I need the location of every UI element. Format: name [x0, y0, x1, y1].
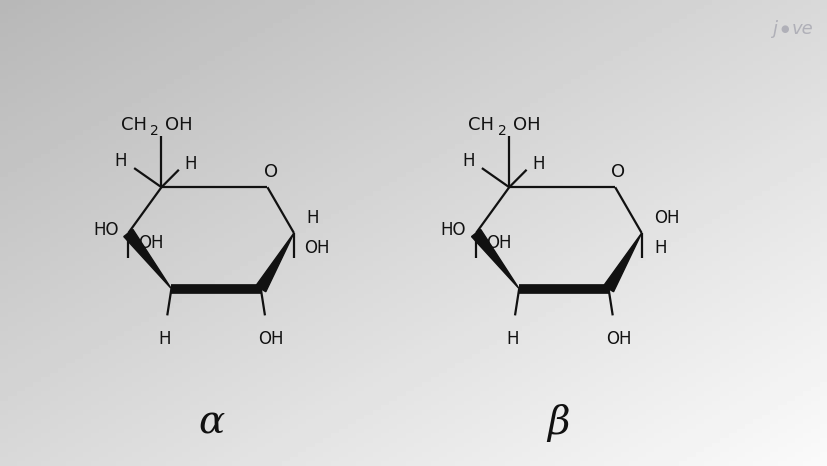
Polygon shape — [603, 233, 641, 292]
Polygon shape — [123, 229, 171, 289]
Text: OH: OH — [304, 239, 329, 257]
Text: OH: OH — [258, 330, 283, 349]
Text: H: H — [114, 151, 127, 170]
Text: H: H — [653, 239, 666, 257]
Text: ●: ● — [780, 24, 788, 34]
Text: H: H — [532, 155, 544, 173]
Text: O: O — [610, 163, 625, 181]
Text: H: H — [158, 330, 171, 349]
Text: H: H — [184, 155, 197, 173]
Text: 2: 2 — [497, 124, 506, 138]
Text: O: O — [263, 163, 278, 181]
Text: OH: OH — [165, 116, 192, 134]
Text: H: H — [306, 209, 318, 227]
Text: OH: OH — [605, 330, 630, 349]
Text: α: α — [198, 404, 224, 441]
Text: CH: CH — [121, 116, 146, 134]
Text: HO: HO — [93, 221, 118, 239]
Text: β: β — [547, 404, 570, 442]
Polygon shape — [256, 233, 294, 292]
Text: OH: OH — [138, 234, 164, 252]
Polygon shape — [471, 229, 519, 289]
Text: j: j — [771, 20, 776, 38]
Text: H: H — [461, 151, 474, 170]
Text: OH: OH — [512, 116, 539, 134]
Text: OH: OH — [485, 234, 511, 252]
Text: H: H — [505, 330, 519, 349]
Text: HO: HO — [440, 221, 466, 239]
Text: CH: CH — [468, 116, 494, 134]
Text: ve: ve — [791, 20, 812, 38]
Text: 2: 2 — [150, 124, 159, 138]
Text: OH: OH — [653, 209, 679, 227]
